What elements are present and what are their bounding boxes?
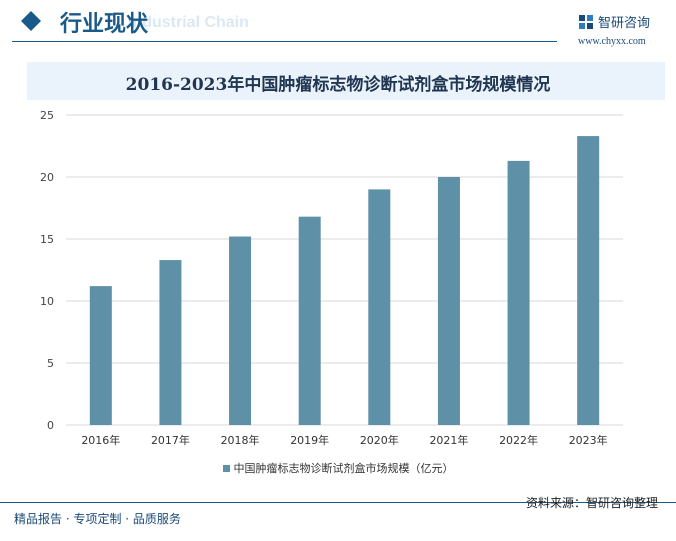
footer-slogan: 精品报告 · 专项定制 · 品质服务: [14, 512, 181, 526]
diamond-icon: [21, 11, 41, 31]
y-tick-label: 0: [47, 419, 54, 432]
legend: 中国肿瘤标志物诊断试剂盒市场规模（亿元）: [0, 460, 676, 476]
logo: 智研咨询: [578, 12, 650, 31]
bar-2023年: [577, 136, 600, 425]
bar-2017年: [159, 260, 182, 425]
x-tick-label: 2021年: [429, 433, 468, 447]
legend-swatch: [222, 465, 230, 472]
bar-2016年: [89, 286, 112, 425]
header-title: 行业现状: [60, 12, 149, 37]
x-tick-label: 2023年: [569, 433, 608, 447]
x-tick-label: 2022年: [499, 433, 538, 447]
bar-2020年: [368, 189, 391, 425]
bar-2021年: [437, 177, 460, 425]
bar-2022年: [507, 160, 530, 425]
source-note: 资料来源：智研咨询整理: [525, 496, 658, 510]
logo-text: 智研咨询: [598, 16, 651, 31]
footer-divider: [0, 502, 676, 503]
x-tick-label: 2018年: [221, 433, 260, 447]
x-tick-label: 2019年: [290, 433, 329, 447]
x-tick-label: 2016年: [81, 433, 120, 447]
logo-icon: [579, 14, 593, 29]
x-tick-label: 2020年: [360, 433, 399, 447]
title-band: [27, 62, 665, 100]
bar-2018年: [229, 236, 252, 425]
y-tick-label: 20: [40, 171, 54, 184]
y-tick-label: 10: [40, 295, 54, 308]
y-tick-label: 25: [40, 109, 54, 122]
y-tick-label: 15: [40, 233, 54, 246]
bar-2019年: [298, 216, 321, 425]
legend-label: 中国肿瘤标志物诊断试剂盒市场规模（亿元）: [233, 462, 454, 475]
header-divider: [12, 41, 557, 42]
x-tick-label: 2017年: [151, 433, 190, 447]
y-tick-label: 5: [47, 357, 54, 370]
chart-title: 2016-2023年中国肿瘤标志物诊断试剂盒市场规模情况: [125, 75, 551, 95]
header-subtitle-en: Industrial Chain: [128, 14, 249, 31]
website: www.chyxx.com: [578, 36, 646, 47]
